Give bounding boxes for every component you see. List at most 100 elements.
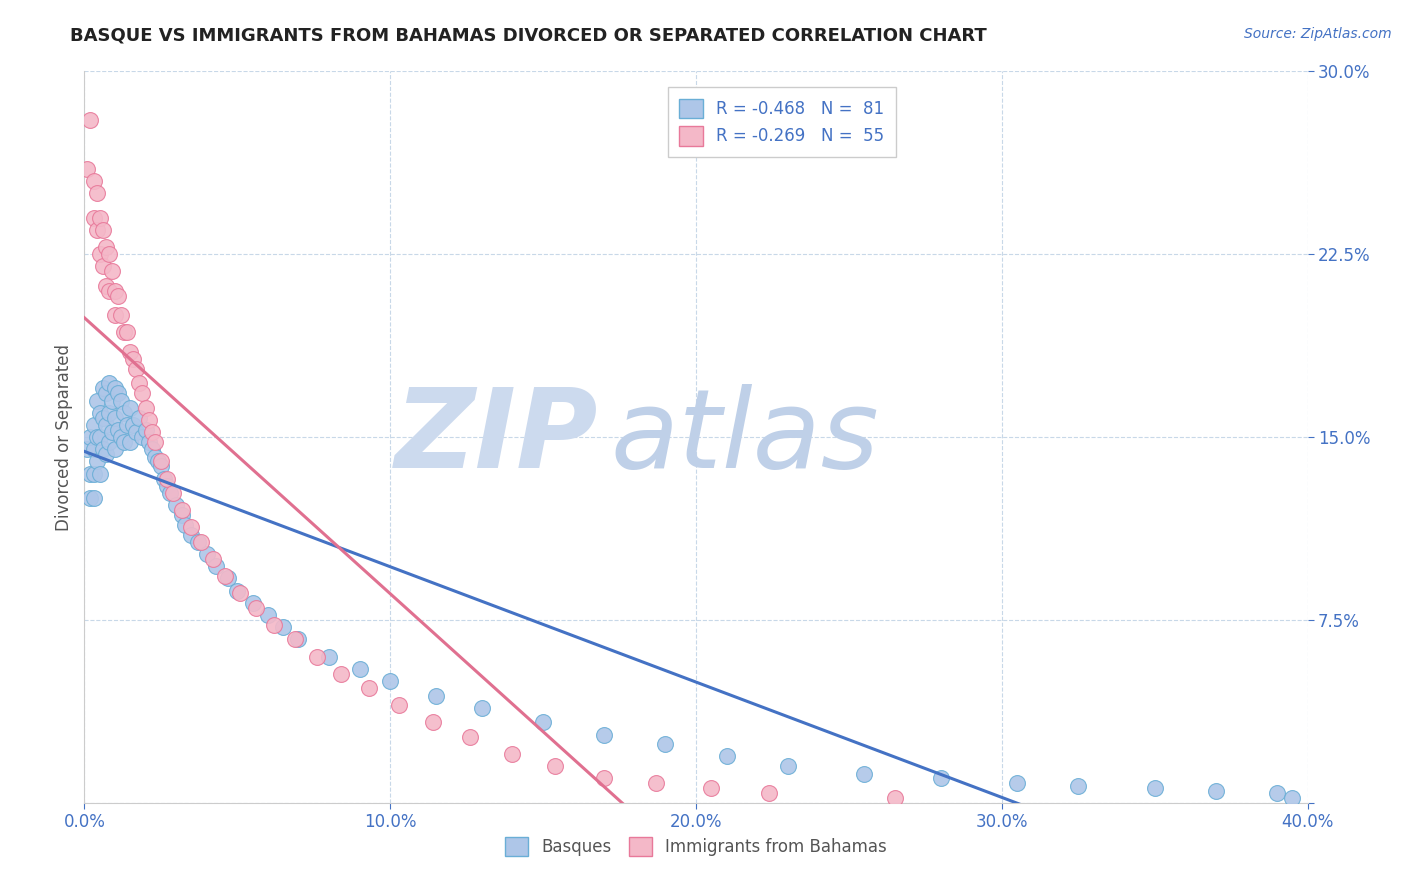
Point <box>94 447 117 461</box>
Point <box>1205 783 1227 797</box>
Point <box>79 491 101 505</box>
Point <box>97 247 120 261</box>
Point <box>180 520 202 534</box>
Point <box>143 434 166 449</box>
Point <box>257 608 280 623</box>
Point <box>1265 786 1288 800</box>
Point <box>128 376 150 391</box>
Point <box>349 662 371 676</box>
Point <box>645 776 668 790</box>
Point <box>245 600 267 615</box>
Point <box>593 727 616 741</box>
Point <box>135 423 157 437</box>
Point <box>128 410 150 425</box>
Point <box>776 759 799 773</box>
Point <box>172 503 194 517</box>
Point <box>115 417 138 432</box>
Point <box>141 425 163 440</box>
Point <box>330 666 353 681</box>
Point <box>284 632 307 647</box>
Point <box>1067 779 1090 793</box>
Point <box>86 186 108 201</box>
Point <box>94 417 117 432</box>
Point <box>76 161 98 176</box>
Point <box>86 393 108 408</box>
Point <box>425 689 447 703</box>
Point <box>318 649 340 664</box>
Point <box>89 430 111 444</box>
Point <box>305 649 328 664</box>
Point <box>104 410 127 425</box>
Legend: Basques, Immigrants from Bahamas: Basques, Immigrants from Bahamas <box>494 825 898 868</box>
Point <box>929 772 952 786</box>
Point <box>180 527 202 541</box>
Point <box>83 491 105 505</box>
Point <box>79 113 101 128</box>
Point <box>94 279 117 293</box>
Point <box>883 791 905 805</box>
Point <box>758 786 780 800</box>
Point <box>76 442 98 457</box>
Text: BASQUE VS IMMIGRANTS FROM BAHAMAS DIVORCED OR SEPARATED CORRELATION CHART: BASQUE VS IMMIGRANTS FROM BAHAMAS DIVORC… <box>70 27 987 45</box>
Point <box>120 434 142 449</box>
Point <box>125 425 148 440</box>
Point <box>79 467 101 481</box>
Point <box>242 596 264 610</box>
Text: atlas: atlas <box>610 384 879 491</box>
Point <box>110 430 132 444</box>
Point <box>101 425 124 440</box>
Point <box>107 386 129 401</box>
Point <box>83 442 105 457</box>
Point <box>104 381 127 395</box>
Point <box>195 547 218 561</box>
Point <box>172 508 194 522</box>
Point <box>153 471 176 485</box>
Point <box>104 308 127 322</box>
Point <box>149 459 172 474</box>
Point <box>1143 781 1166 796</box>
Point <box>162 486 184 500</box>
Point <box>112 434 135 449</box>
Point <box>502 747 524 761</box>
Point <box>271 620 294 634</box>
Point <box>101 264 124 278</box>
Point <box>263 617 285 632</box>
Point <box>107 288 129 302</box>
Point <box>214 569 236 583</box>
Point <box>86 454 108 468</box>
Point <box>89 247 111 261</box>
Point <box>131 386 153 401</box>
Point <box>83 211 105 225</box>
Point <box>91 223 114 237</box>
Point <box>97 284 120 298</box>
Point <box>115 325 138 339</box>
Point <box>89 406 111 420</box>
Point <box>120 344 142 359</box>
Point <box>156 479 179 493</box>
Point <box>593 772 616 786</box>
Point <box>1281 791 1303 805</box>
Point <box>186 535 208 549</box>
Point <box>97 376 120 391</box>
Point <box>138 413 160 427</box>
Point <box>122 417 145 432</box>
Point <box>146 454 169 468</box>
Point <box>94 240 117 254</box>
Point <box>174 517 197 532</box>
Point <box>159 486 181 500</box>
Point <box>205 559 228 574</box>
Point <box>531 715 554 730</box>
Point <box>357 681 380 696</box>
Point <box>388 698 411 713</box>
Text: ZIP: ZIP <box>395 384 598 491</box>
Point <box>716 749 738 764</box>
Point <box>138 434 160 449</box>
Point <box>131 430 153 444</box>
Point <box>107 423 129 437</box>
Point <box>86 223 108 237</box>
Point <box>101 393 124 408</box>
Point <box>91 381 114 395</box>
Point <box>143 450 166 464</box>
Point <box>201 552 224 566</box>
Point <box>149 454 172 468</box>
